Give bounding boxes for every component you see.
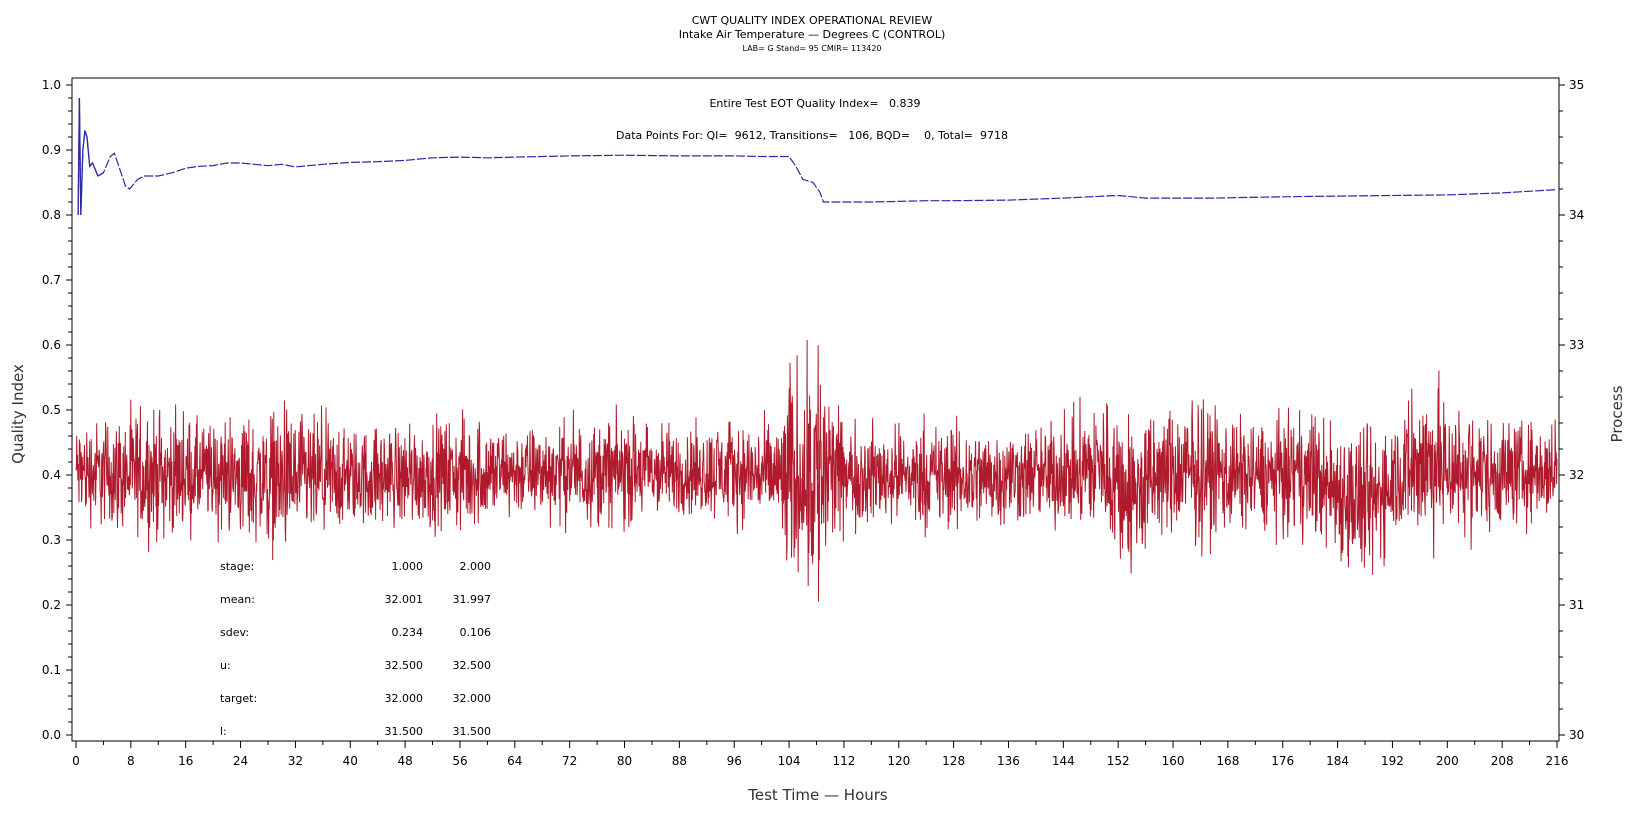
x-tick-label: 88 [672,754,687,768]
stats-label: mean: [220,593,255,606]
y2-tick-label: 33 [1569,338,1584,352]
axes: 0.0 0.1 0.2 0.3 0.4 0.5 0.6 0.7 0.8 0.9 1.0 30 31 32 3… [42,78,1584,768]
x-tick-label: 24 [233,754,248,768]
x-tick-label: 16 [178,754,193,768]
stats-stage1-value: 32.500 [385,659,424,672]
x-tick-label: 168 [1216,754,1239,768]
y2-tick-label: 31 [1569,598,1584,612]
data-points-annotation: Data Points For: QI= 9612, Transitions= … [616,129,1008,142]
stats-label: l: [220,725,227,738]
y-tick-label: 0.4 [42,468,61,482]
x-tick-label: 128 [942,754,965,768]
x-tick-label: 120 [887,754,910,768]
x-tick-label: 40 [343,754,358,768]
x-tick-label: 56 [452,754,467,768]
stats-label: sdev: [220,626,249,639]
stats-table: stage: 1.000 2.000 mean: 32.001 31.997 sdev: 0.… [220,560,491,738]
x-tick-label: 8 [127,754,135,768]
x-tick-label: 0 [72,754,80,768]
y-tick-label: 0.6 [42,338,61,352]
x-tick-label: 216 [1546,754,1569,768]
chart-subtitle: Intake Air Temperature — Degrees C (CONT… [679,28,946,41]
stats-stage2-value: 31.500 [453,725,492,738]
stats-label: u: [220,659,231,672]
stats-stage2-value: 32.000 [453,692,492,705]
process-series-line [75,339,1558,602]
x-tick-label: 208 [1491,754,1514,768]
y-tick-label: 0.8 [42,208,61,222]
stats-stage1-value: 31.500 [385,725,424,738]
x-tick-label: 104 [778,754,801,768]
y-tick-label: 0.9 [42,143,61,157]
x-tick-label: 144 [1052,754,1075,768]
y-tick-label: 0.7 [42,273,61,287]
plot-frame [71,77,1560,742]
x-tick-label: 184 [1326,754,1349,768]
eot-quality-index-annotation: Entire Test EOT Quality Index= 0.839 [709,97,920,110]
stats-stage1-value: 0.234 [392,626,424,639]
y-axis-label: Quality Index [9,364,27,464]
x-tick-label: 176 [1271,754,1294,768]
quality-index-series-start [77,97,104,216]
y-tick-label: 1.0 [42,78,61,92]
x-tick-label: 192 [1381,754,1404,768]
y2-tick-label: 35 [1569,78,1584,92]
x-tick-label: 200 [1436,754,1459,768]
stats-stage2-value: 32.500 [453,659,492,672]
stats-stage2-value: 31.997 [453,593,492,606]
x-tick-label: 32 [288,754,303,768]
x-axis-label: Test Time — Hours [747,786,888,804]
plot-area [75,97,1558,602]
x-tick-label: 72 [562,754,577,768]
x-tick-label: 48 [397,754,412,768]
y-tick-label: 0.5 [42,403,61,417]
y-tick-label: 0.0 [42,728,61,742]
y-tick-label: 0.1 [42,663,61,677]
x-tick-label: 96 [727,754,742,768]
stats-stage2-value: 2.000 [460,560,492,573]
stats-label: target: [220,692,257,705]
stats-stage1-value: 32.001 [385,593,424,606]
y-tick-label: 0.3 [42,533,61,547]
x-tick-label: 136 [997,754,1020,768]
x-tick-label: 80 [617,754,632,768]
x-tick-label: 64 [507,754,522,768]
stats-stage1-value: 1.000 [392,560,424,573]
y2-tick-label: 32 [1569,468,1584,482]
stats-label: stage: [220,560,254,573]
stats-stage1-value: 32.000 [385,692,424,705]
y-tick-label: 0.2 [42,598,61,612]
x-tick-label: 152 [1107,754,1130,768]
stats-stage2-value: 0.106 [460,626,492,639]
x-tick-label: 160 [1162,754,1185,768]
y2-tick-label: 34 [1569,208,1584,222]
chart-title: CWT QUALITY INDEX OPERATIONAL REVIEW [692,14,933,27]
y2-tick-label: 30 [1569,728,1584,742]
quality-index-series-line [77,97,1558,216]
chart-subsubtitle: LAB= G Stand= 95 CMIR= 113420 [742,44,881,53]
y2-axis-label: Process [1608,385,1626,442]
x-tick-label: 112 [832,754,855,768]
